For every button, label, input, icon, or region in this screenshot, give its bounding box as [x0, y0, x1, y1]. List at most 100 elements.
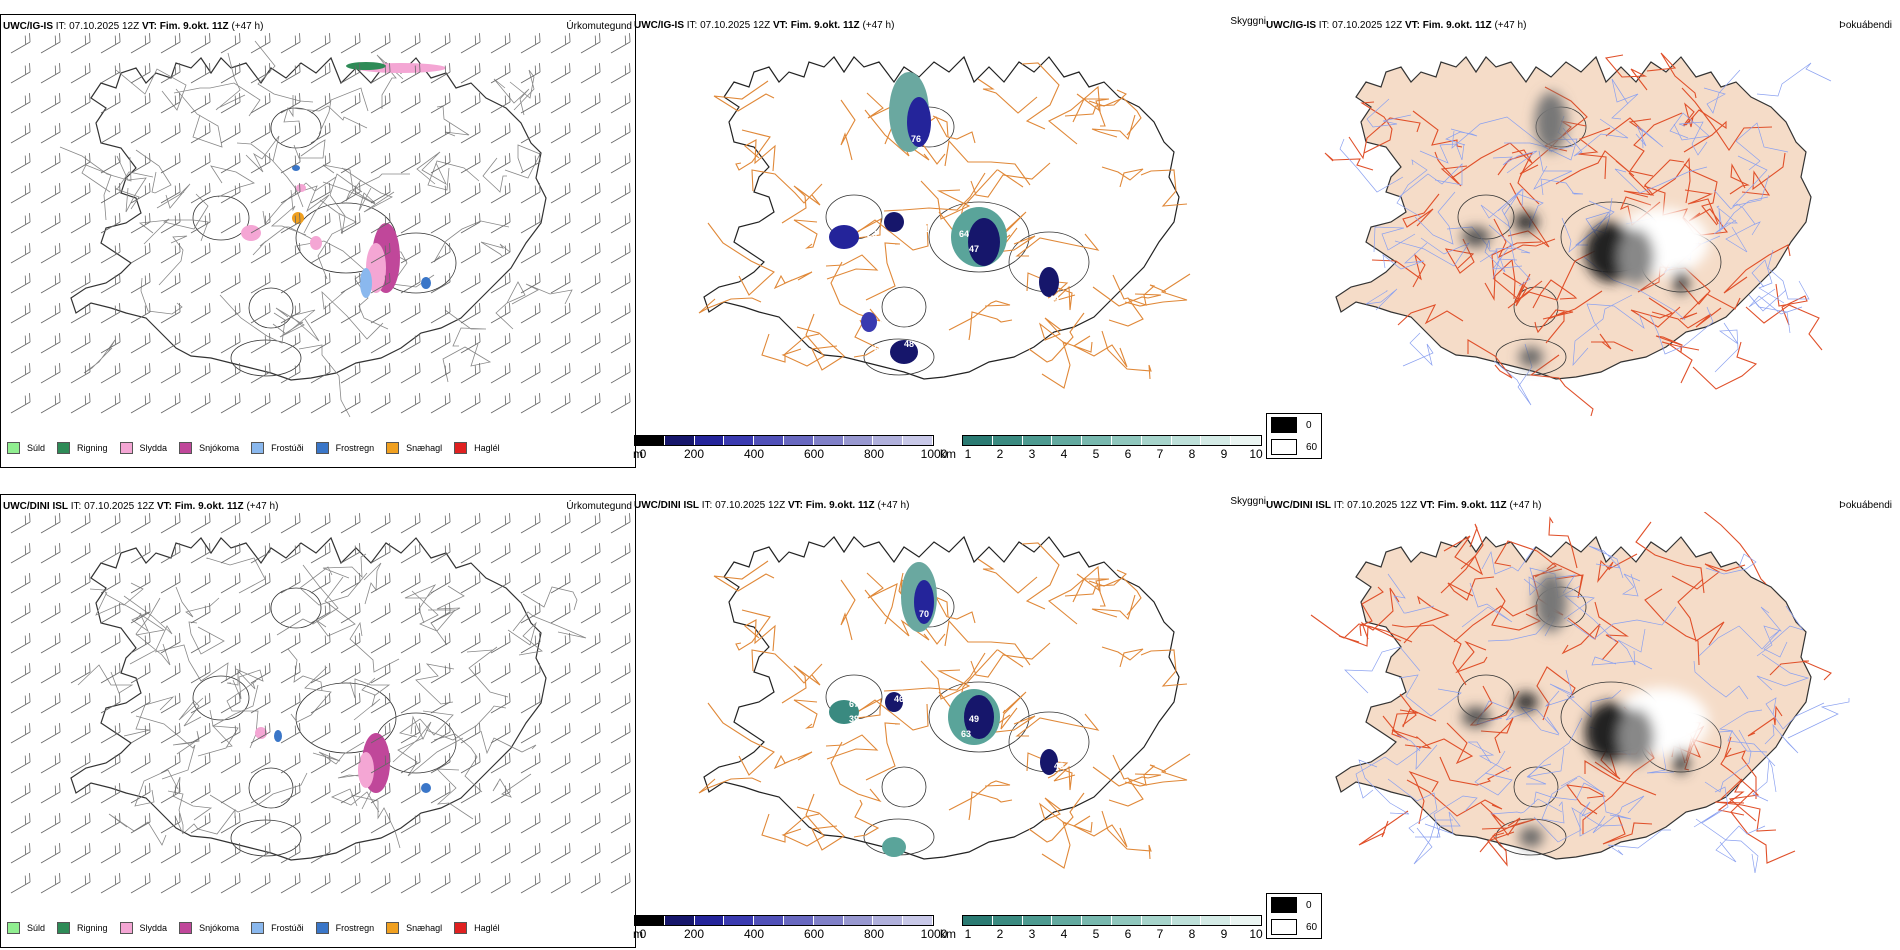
- road-line: [312, 741, 365, 765]
- colorbar-cell: [873, 436, 904, 445]
- road-line: [1532, 279, 1578, 309]
- wind-barb: [10, 543, 31, 564]
- road-line: [781, 665, 821, 704]
- wind-barb: [130, 723, 151, 744]
- glacier-outline: [1495, 818, 1567, 856]
- wind-barb: [70, 183, 91, 204]
- road-line: [1729, 163, 1750, 195]
- wind-barb: [400, 393, 421, 414]
- road-line: [1028, 312, 1085, 363]
- wind-barb: [550, 873, 571, 894]
- iceland-coastline: [70, 56, 547, 381]
- model-name: UWC/DINI ISL: [634, 500, 699, 511]
- wind-barb: [460, 153, 481, 174]
- ceiling-area: [890, 340, 918, 364]
- road-line: [1339, 138, 1404, 193]
- colorbar-tick: 400: [743, 927, 765, 941]
- road-line: [1713, 189, 1756, 225]
- road-line: [830, 261, 882, 323]
- road-line: [1529, 354, 1594, 417]
- wind-barb: [370, 543, 391, 564]
- road-line: [781, 313, 825, 367]
- snow-pellet-area: [292, 212, 304, 224]
- wind-barb: [520, 843, 541, 864]
- wind-barb: [130, 663, 151, 684]
- wind-barb: [280, 333, 301, 354]
- wind-barb: [310, 303, 331, 324]
- colorbar-cell: [1141, 916, 1172, 925]
- road-line: [1775, 283, 1808, 326]
- colorbar-tick: 8: [1188, 927, 1196, 941]
- fog-swatch-low: [1271, 417, 1297, 433]
- wind-barb: [130, 843, 151, 864]
- wind-barb: [100, 363, 121, 384]
- colorbar-tick: 10: [1249, 927, 1263, 941]
- visibility-value-label: 49: [969, 714, 979, 724]
- visibility-value-label: 96: [879, 319, 889, 329]
- road-line: [197, 725, 239, 757]
- wind-barb: [580, 63, 601, 84]
- road-line: [1526, 747, 1565, 778]
- road-line: [492, 773, 532, 798]
- wind-barb: [250, 243, 271, 264]
- valid-label: VT:: [1404, 20, 1420, 31]
- legend-label: Rigning: [77, 923, 108, 933]
- road-line: [1725, 221, 1761, 253]
- wind-barb: [490, 123, 511, 144]
- legend-label: Rigning: [77, 443, 108, 453]
- road-line: [1447, 576, 1495, 601]
- road-line: [793, 219, 818, 249]
- wind-barb: [610, 303, 631, 324]
- road-line: [1399, 693, 1437, 728]
- glacier-outline: [863, 338, 935, 376]
- wind-barb: [610, 63, 631, 84]
- colorbar-tick: 6: [1124, 927, 1132, 941]
- wind-barb: [100, 603, 121, 624]
- road-line: [1724, 736, 1757, 799]
- road-line: [143, 193, 209, 245]
- road-line: [318, 87, 369, 135]
- legend-label: Snæhagl: [406, 443, 443, 453]
- road-line: [698, 777, 762, 794]
- wind-barb: [190, 123, 211, 144]
- colorbar-tick: 1: [964, 927, 972, 941]
- wind-barb: [580, 363, 601, 384]
- freezing-drizzle-area: [360, 268, 372, 298]
- wind-barb: [130, 303, 151, 324]
- panel-header: UWC/DINI ISL IT: 07.10.2025 12Z VT: Fim.…: [634, 500, 909, 511]
- road-line: [840, 579, 856, 641]
- panel-header: UWC/IG-IS IT: 07.10.2025 12Z VT: Fim. 9.…: [3, 21, 263, 32]
- colorbar-tick: 600: [803, 447, 825, 461]
- wind-barb: [400, 723, 421, 744]
- road-line: [154, 644, 229, 682]
- sleet-area: [255, 727, 267, 739]
- wind-barb: [130, 183, 151, 204]
- wind-barb: [280, 723, 301, 744]
- wind-barb: [280, 543, 301, 564]
- road-line: [1544, 669, 1575, 707]
- wind-barb: [310, 543, 331, 564]
- wind-barb: [550, 603, 571, 624]
- wind-barb: [400, 693, 421, 714]
- road-line: [1088, 97, 1142, 136]
- road-line: [1669, 112, 1710, 141]
- ceiling-colorbar: 0 200 400 600 800 1000 m: [633, 435, 947, 461]
- wind-barb: [10, 243, 31, 264]
- wind-barb: [100, 33, 121, 54]
- road-line: [1677, 578, 1725, 646]
- road-line: [944, 139, 1031, 186]
- colorbar-tick: 9: [1220, 927, 1228, 941]
- road-line: [713, 80, 775, 112]
- wind-barb: [10, 513, 31, 534]
- wind-barb: [550, 303, 571, 324]
- wind-barb: [340, 513, 361, 534]
- visibility-value-label: 51: [919, 224, 929, 234]
- wind-barb: [400, 153, 421, 174]
- fog-map: [1324, 52, 1832, 417]
- wind-barb: [520, 543, 541, 564]
- iceland-coastline: [1335, 535, 1812, 860]
- road-line: [1533, 807, 1624, 843]
- wind-barb: [130, 753, 151, 774]
- road-line: [411, 590, 456, 632]
- visibility-value-label: 87: [964, 274, 974, 284]
